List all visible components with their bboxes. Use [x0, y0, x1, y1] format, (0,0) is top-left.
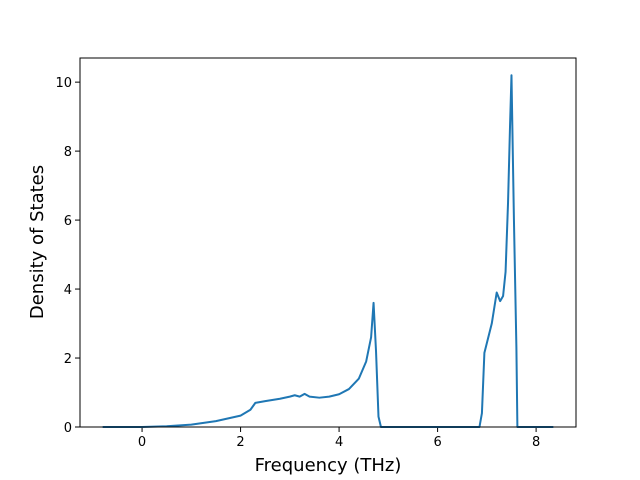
y-tick-label: 4 — [64, 283, 72, 298]
x-tick-label: 0 — [138, 435, 146, 450]
line — [102, 74, 554, 428]
y-tick-label: 10 — [55, 76, 72, 91]
x-tick-label: 8 — [532, 435, 540, 450]
y-tick-label: 0 — [64, 421, 72, 436]
y-tick-label: 8 — [64, 145, 72, 160]
plot-frame — [79, 57, 577, 428]
y-tick-label: 6 — [64, 214, 72, 229]
y-axis-label: Density of States — [27, 165, 48, 319]
x-tick-label: 6 — [433, 435, 441, 450]
x-tick-label: 4 — [335, 435, 343, 450]
x-tick-label: 2 — [236, 435, 244, 450]
y-tick-label: 2 — [64, 352, 72, 367]
x-axis-label: Frequency (THz) — [255, 455, 402, 476]
